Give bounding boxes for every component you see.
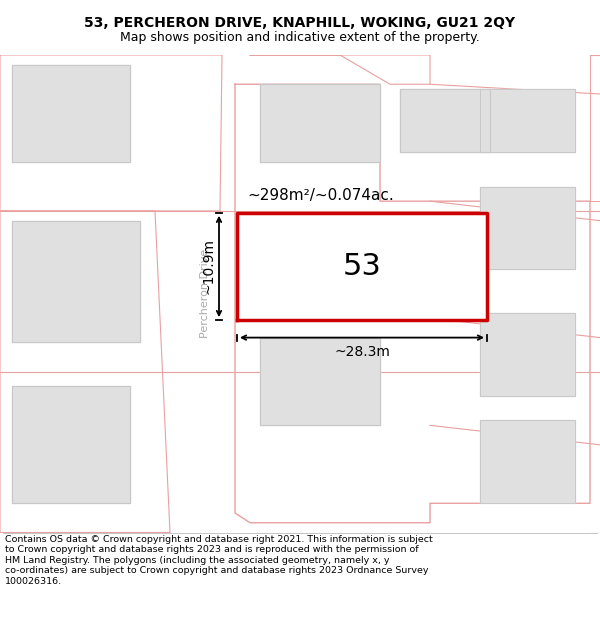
Polygon shape [590, 55, 600, 201]
Polygon shape [12, 221, 140, 343]
Text: 53: 53 [343, 252, 382, 281]
Polygon shape [12, 386, 130, 503]
Polygon shape [260, 84, 380, 162]
Polygon shape [0, 55, 222, 211]
Text: ~10.9m: ~10.9m [201, 239, 215, 294]
Polygon shape [12, 65, 130, 162]
Polygon shape [250, 55, 430, 84]
Text: 53, PERCHERON DRIVE, KNAPHILL, WOKING, GU21 2QY: 53, PERCHERON DRIVE, KNAPHILL, WOKING, G… [85, 16, 515, 29]
Polygon shape [260, 338, 380, 425]
Text: Percheron Drive: Percheron Drive [200, 249, 210, 338]
Text: Map shows position and indicative extent of the property.: Map shows position and indicative extent… [120, 31, 480, 44]
Polygon shape [237, 213, 487, 320]
Polygon shape [480, 89, 575, 152]
Polygon shape [480, 421, 575, 503]
Polygon shape [235, 84, 590, 522]
Polygon shape [480, 313, 575, 396]
Text: ~28.3m: ~28.3m [334, 346, 390, 359]
Polygon shape [480, 186, 575, 269]
Text: Contains OS data © Crown copyright and database right 2021. This information is : Contains OS data © Crown copyright and d… [5, 535, 433, 586]
Polygon shape [0, 211, 170, 532]
Polygon shape [400, 89, 490, 152]
Text: ~298m²/~0.074ac.: ~298m²/~0.074ac. [247, 188, 394, 203]
Polygon shape [155, 55, 235, 532]
